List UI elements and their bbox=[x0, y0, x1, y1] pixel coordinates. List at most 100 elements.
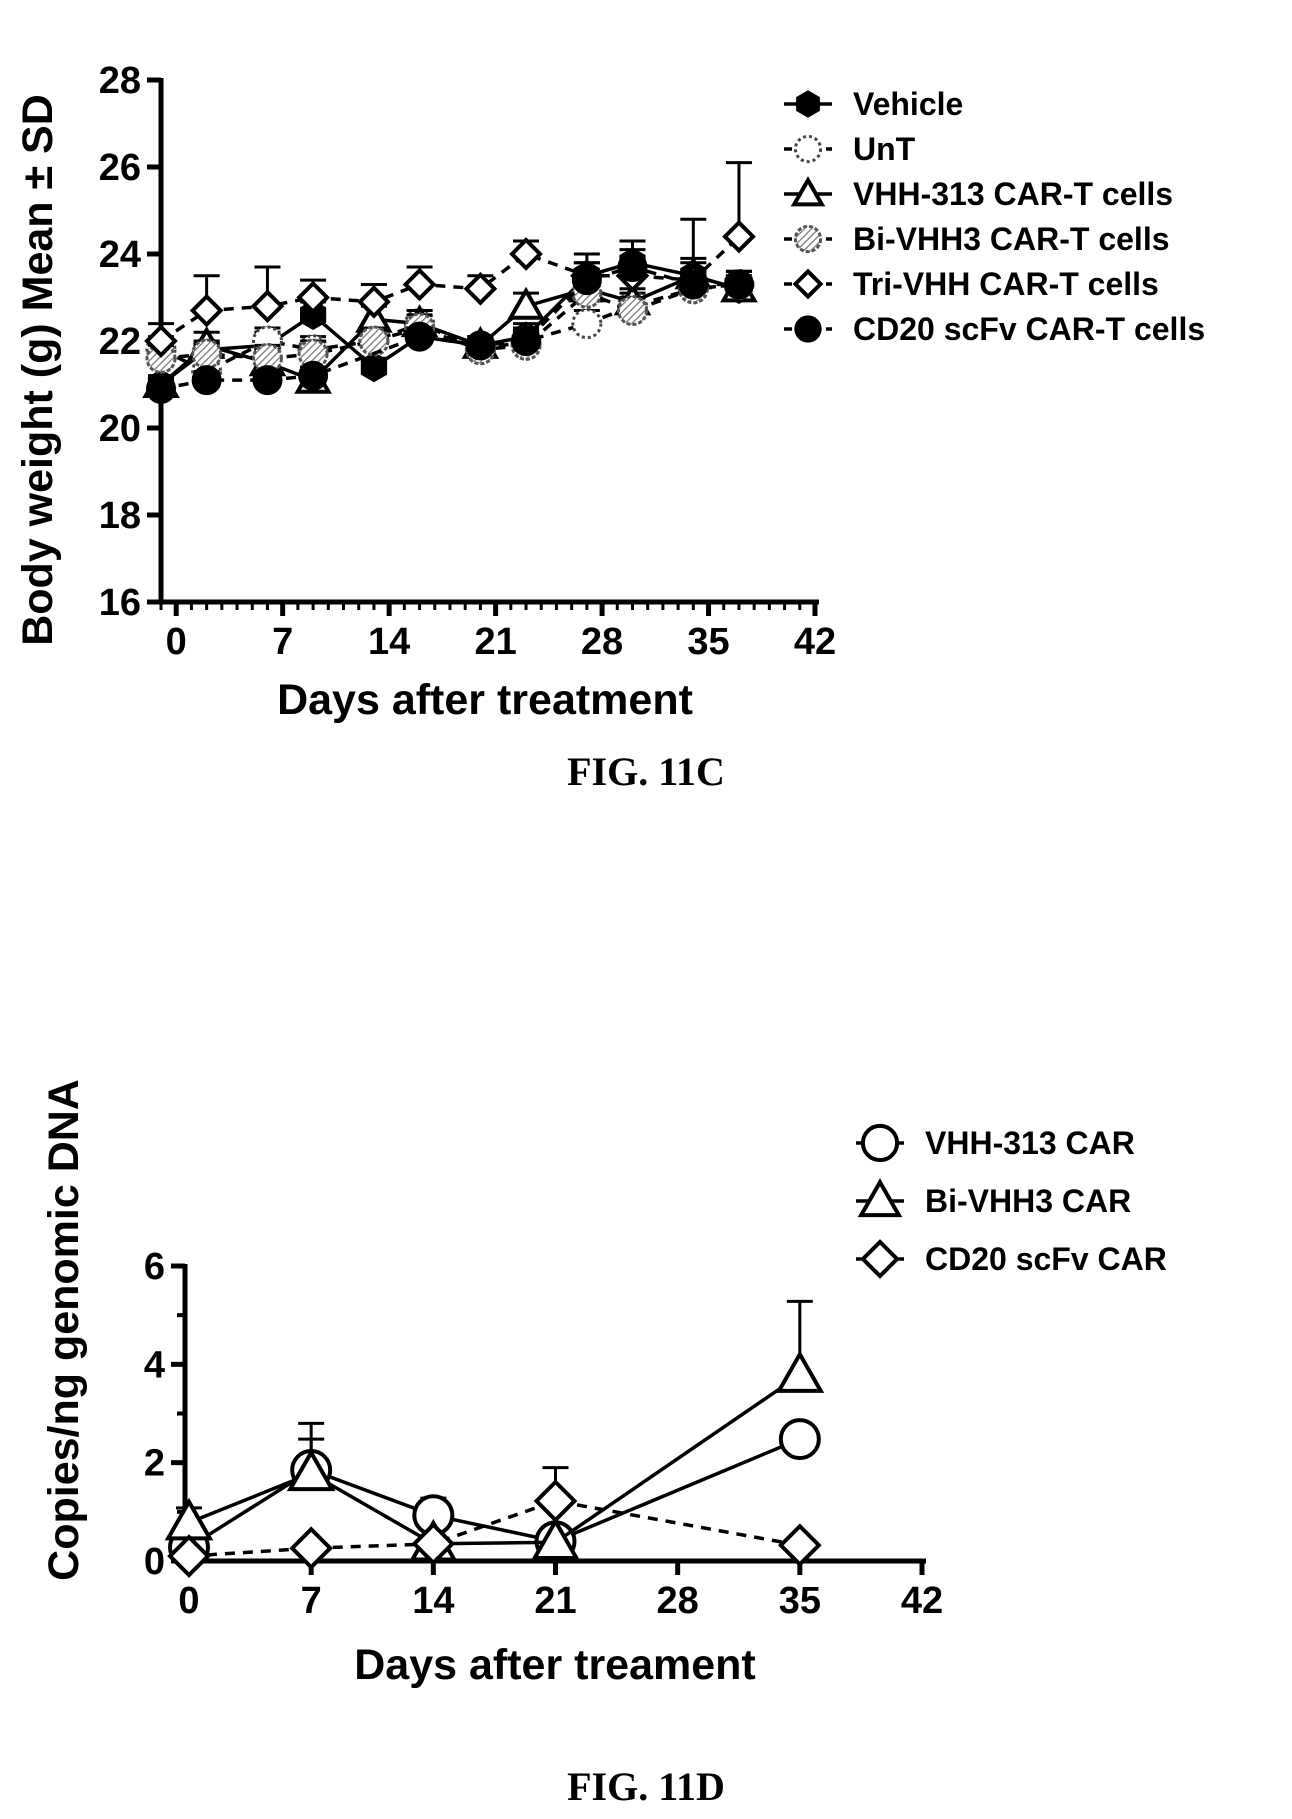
data-point bbox=[463, 271, 498, 306]
data-point bbox=[360, 351, 388, 383]
legend-label: Bi-VHH3 CAR-T cells bbox=[853, 221, 1170, 257]
figure-caption: FIG. 11C bbox=[567, 749, 725, 794]
data-point bbox=[144, 324, 178, 358]
y-tick-label: 20 bbox=[99, 408, 141, 450]
data-point bbox=[298, 360, 329, 391]
legend-entry: Bi-VHH3 CAR bbox=[856, 1178, 1131, 1219]
series-line bbox=[188, 1499, 801, 1558]
series-line bbox=[188, 1437, 801, 1549]
legend-entry: Bi-VHH3 CAR-T cells bbox=[784, 221, 1170, 257]
copies-chart: 0 2 4 6 0 7 14 21 28 35 42 VHH-313 CAR Bi-VHH3 CAR C… bbox=[0, 1050, 1292, 1819]
legend-entry: CD20 scFv CAR bbox=[856, 1239, 1167, 1279]
y-tick-label: 18 bbox=[99, 495, 141, 537]
legend-marker bbox=[792, 268, 824, 300]
legend-entry: UnT bbox=[784, 131, 916, 167]
x-tick-label: 21 bbox=[534, 1580, 576, 1622]
series-2 bbox=[167, 1466, 822, 1578]
data-point bbox=[191, 365, 222, 396]
data-point bbox=[289, 1526, 333, 1571]
legend-label: VHH-313 CAR-T cells bbox=[853, 176, 1173, 212]
x-tick-label: 7 bbox=[301, 1580, 322, 1622]
y-tick-label: 22 bbox=[99, 321, 141, 363]
legend-entry: VHH-313 CAR bbox=[856, 1123, 1135, 1163]
y-tick-label: 26 bbox=[99, 147, 141, 189]
data-point bbox=[252, 365, 283, 396]
legend-label: CD20 scFv CAR bbox=[925, 1241, 1167, 1277]
y-tick-label: 6 bbox=[144, 1246, 165, 1288]
legend-marker bbox=[860, 1239, 900, 1279]
legend-marker bbox=[793, 134, 823, 164]
x-tick-label: 14 bbox=[412, 1580, 454, 1622]
data-point bbox=[250, 289, 285, 324]
data-point bbox=[678, 269, 709, 300]
data-point bbox=[146, 373, 176, 404]
data-point bbox=[189, 293, 224, 328]
data-point bbox=[778, 1418, 821, 1461]
legend-label: Tri-VHH CAR-T cells bbox=[853, 266, 1159, 302]
data-point bbox=[411, 1521, 456, 1566]
series-5 bbox=[146, 248, 754, 404]
data-point bbox=[164, 1497, 214, 1541]
y-tick-label: 28 bbox=[99, 60, 141, 102]
body-weight-chart-svg: 16 18 20 22 24 26 28 0 7 14 21 28 35 42 Vehicle UnT VHH… bbox=[14, 60, 1205, 794]
data-point bbox=[509, 237, 543, 271]
legend-marker bbox=[794, 315, 822, 343]
x-tick-label: 14 bbox=[368, 621, 410, 663]
data-point bbox=[402, 267, 437, 302]
x-tick-label: 0 bbox=[178, 1580, 199, 1622]
legend-entry: VHH-313 CAR-T cells bbox=[784, 176, 1173, 212]
data-point bbox=[617, 252, 648, 283]
x-tick-label: 0 bbox=[166, 621, 187, 663]
legend-label: VHH-313 CAR bbox=[925, 1125, 1135, 1161]
data-point bbox=[465, 330, 496, 361]
data-point bbox=[616, 295, 648, 327]
data-point bbox=[286, 1448, 336, 1492]
data-point bbox=[191, 338, 223, 370]
y-tick-label: 24 bbox=[99, 234, 141, 276]
y-tick-label: 16 bbox=[99, 582, 141, 624]
legend-label: UnT bbox=[853, 131, 916, 167]
data-point bbox=[296, 280, 330, 315]
series-line bbox=[160, 265, 739, 391]
series-line bbox=[160, 235, 741, 343]
data-point bbox=[571, 308, 603, 340]
legend-label: Bi-VHH3 CAR bbox=[925, 1183, 1131, 1219]
legend-marker bbox=[857, 1178, 903, 1218]
y-axis-label: Body weight (g) Mean ± SD bbox=[14, 94, 62, 646]
legend-entry: Tri-VHH CAR-T cells bbox=[784, 266, 1159, 302]
x-tick-label: 42 bbox=[901, 1580, 943, 1622]
y-tick-label: 0 bbox=[144, 1541, 165, 1583]
x-axis-label: Days after treament bbox=[354, 1641, 756, 1689]
x-tick-label: 21 bbox=[474, 621, 516, 663]
data-point bbox=[145, 342, 177, 374]
data-point bbox=[722, 219, 756, 254]
series-0 bbox=[147, 239, 753, 400]
x-tick-label: 28 bbox=[581, 621, 623, 663]
legend-marker bbox=[860, 1123, 900, 1163]
data-point bbox=[723, 269, 754, 300]
legend-label: Vehicle bbox=[853, 86, 963, 122]
series-line bbox=[159, 273, 740, 386]
copies-chart-svg: 0 2 4 6 0 7 14 21 28 35 42 VHH-313 CAR Bi-VHH3 CAR C… bbox=[40, 1079, 1167, 1809]
data-point bbox=[357, 285, 391, 319]
legend-marker bbox=[796, 90, 820, 118]
legend-marker bbox=[793, 224, 823, 254]
body-weight-chart: 16 18 20 22 24 26 28 0 7 14 21 28 35 42 Vehicle UnT VHH… bbox=[0, 0, 1292, 800]
legend-entry: Vehicle bbox=[784, 86, 963, 122]
x-tick-label: 35 bbox=[779, 1580, 821, 1622]
figure-caption: FIG. 11D bbox=[567, 1764, 725, 1809]
legend-marker bbox=[790, 176, 826, 207]
data-point bbox=[531, 1517, 580, 1560]
series-line bbox=[159, 260, 740, 386]
data-point bbox=[404, 321, 435, 352]
data-point bbox=[775, 1350, 825, 1393]
y-axis-label: Copies/ng genomic DNA bbox=[40, 1079, 88, 1581]
legend-label: CD20 scFv CAR-T cells bbox=[853, 311, 1205, 347]
data-point bbox=[167, 1534, 211, 1578]
y-tick-label: 2 bbox=[144, 1443, 165, 1485]
data-point bbox=[358, 325, 390, 357]
x-tick-label: 42 bbox=[794, 621, 836, 663]
legend-entry: CD20 scFv CAR-T cells bbox=[784, 311, 1205, 347]
series-3 bbox=[145, 268, 755, 374]
x-tick-label: 28 bbox=[657, 1580, 699, 1622]
